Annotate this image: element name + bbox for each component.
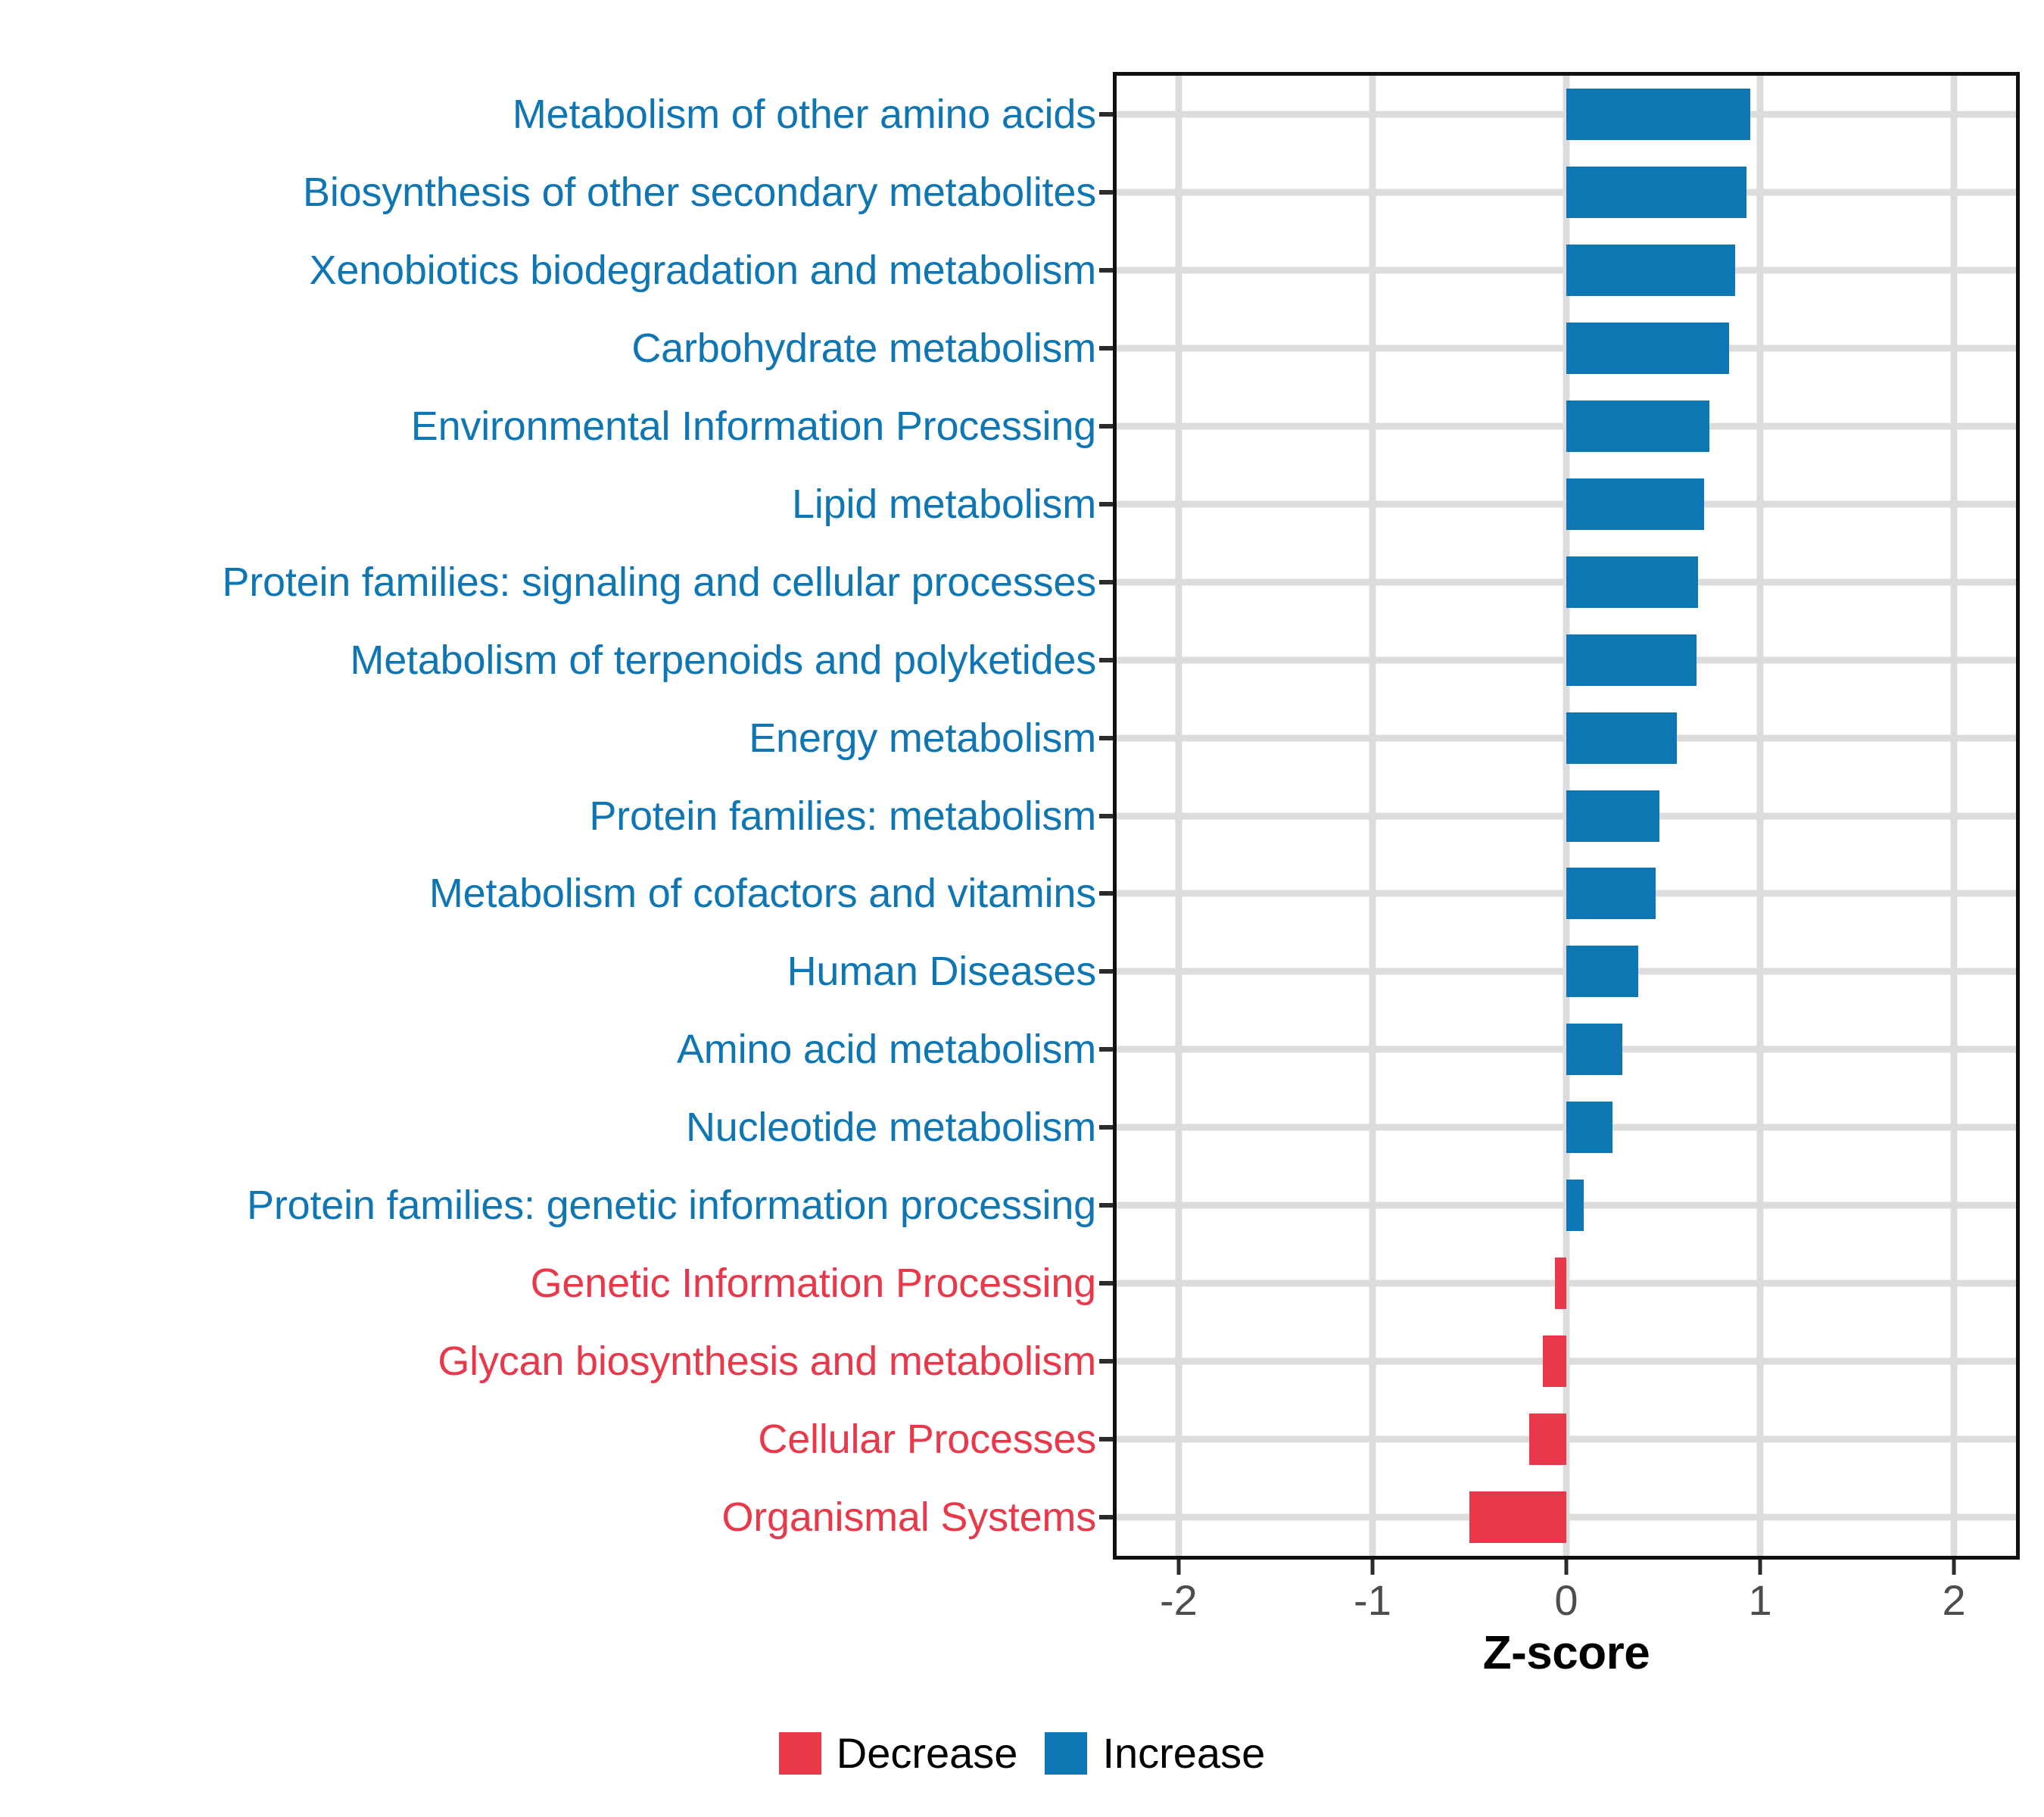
y-axis-tick	[1099, 1125, 1113, 1130]
bar[interactable]	[1554, 1257, 1566, 1309]
x-axis: -2 -1 0 1 2	[1113, 1560, 2020, 1650]
horizontal-gridline	[1117, 1279, 2016, 1287]
y-axis-tick	[1099, 501, 1113, 506]
x-axis-tick	[1370, 1560, 1375, 1575]
bar[interactable]	[1566, 790, 1659, 842]
horizontal-gridline	[1117, 1435, 2016, 1443]
y-axis-label: Xenobiotics biodegradation and metabolis…	[309, 248, 1097, 294]
y-axis-label: Environmental Information Processing	[410, 404, 1096, 450]
bar[interactable]	[1529, 1413, 1566, 1465]
y-axis-label: Metabolism of other amino acids	[512, 92, 1096, 138]
legend-item-increase[interactable]: Increase	[1045, 1732, 1265, 1775]
y-axis-label: Energy metabolism	[749, 715, 1096, 761]
x-axis-title: Z-score	[1482, 1627, 1650, 1679]
bar[interactable]	[1566, 1102, 1613, 1154]
plot-panel	[1113, 72, 2020, 1560]
y-axis-label: Protein families: genetic information pr…	[247, 1182, 1096, 1228]
decrease-swatch-icon	[778, 1732, 821, 1775]
bar[interactable]	[1566, 1179, 1584, 1231]
y-axis-label: Cellular Processes	[758, 1416, 1096, 1462]
y-axis-label: Lipid metabolism	[792, 481, 1096, 527]
legend-label-increase: Increase	[1102, 1729, 1266, 1777]
y-axis-tick	[1099, 112, 1113, 117]
y-axis-category-labels: Metabolism of other amino acids Biosynthe…	[0, 72, 1113, 1560]
x-axis-tick	[1758, 1560, 1762, 1575]
y-axis-tick	[1099, 1202, 1113, 1208]
bar[interactable]	[1566, 89, 1751, 141]
y-axis-tick	[1099, 1514, 1113, 1519]
x-axis-tick	[1176, 1560, 1181, 1575]
y-axis-label: Amino acid metabolism	[676, 1027, 1096, 1073]
x-axis-tick	[1952, 1560, 1956, 1575]
y-axis-label: Carbohydrate metabolism	[631, 326, 1096, 372]
x-axis-tick-label: 0	[1554, 1576, 1578, 1624]
bar[interactable]	[1566, 868, 1656, 920]
y-axis-label: Human Diseases	[787, 949, 1097, 995]
y-axis-tick	[1099, 268, 1113, 273]
y-axis-tick	[1099, 190, 1113, 195]
bar[interactable]	[1566, 1024, 1623, 1076]
bar[interactable]	[1566, 946, 1638, 998]
bar[interactable]	[1566, 167, 1747, 219]
y-axis-label: Biosynthesis of other secondary metaboli…	[303, 170, 1096, 216]
y-axis-label: Metabolism of cofactors and vitamins	[428, 871, 1096, 917]
x-axis-tick	[1564, 1560, 1569, 1575]
y-axis-label: Genetic Information Processing	[530, 1260, 1097, 1306]
x-axis-tick-label: 2	[1942, 1576, 1966, 1624]
bar[interactable]	[1566, 634, 1697, 686]
y-axis-tick	[1099, 657, 1113, 662]
y-axis-tick	[1099, 969, 1113, 974]
bar[interactable]	[1566, 712, 1677, 764]
y-axis-tick	[1099, 1047, 1113, 1052]
horizontal-gridline	[1117, 1357, 2016, 1365]
bar[interactable]	[1469, 1491, 1566, 1543]
legend-label-decrease: Decrease	[836, 1729, 1018, 1777]
bar[interactable]	[1566, 245, 1735, 297]
y-axis-tick	[1099, 891, 1113, 896]
y-axis-tick	[1099, 813, 1113, 818]
y-axis-label: Nucleotide metabolism	[685, 1105, 1096, 1151]
y-axis-tick	[1099, 735, 1113, 740]
y-axis-tick	[1099, 346, 1113, 351]
y-axis-label: Protein families: signaling and cellular…	[222, 559, 1096, 605]
y-axis-label: Protein families: metabolism	[589, 793, 1096, 839]
y-axis-tick	[1099, 579, 1113, 584]
bar[interactable]	[1566, 478, 1704, 530]
y-axis-label: Glycan biosynthesis and metabolism	[438, 1338, 1096, 1384]
x-axis-tick-label: -1	[1354, 1576, 1391, 1624]
horizontal-gridline	[1117, 1513, 2016, 1521]
y-axis-tick	[1099, 424, 1113, 429]
x-axis-tick-label: -2	[1160, 1576, 1198, 1624]
bar[interactable]	[1543, 1335, 1566, 1387]
bar[interactable]	[1566, 400, 1710, 453]
y-axis-label: Metabolism of terpenoids and polyketides	[350, 637, 1096, 683]
plot-area	[1117, 76, 2016, 1556]
legend: Decrease Increase	[0, 1732, 2044, 1775]
legend-item-decrease[interactable]: Decrease	[778, 1729, 1018, 1777]
y-axis-tick	[1099, 1358, 1113, 1364]
increase-swatch-icon	[1045, 1732, 1088, 1775]
y-axis-label: Organismal Systems	[721, 1494, 1096, 1540]
y-axis-tick	[1099, 1280, 1113, 1286]
x-axis-tick-label: 1	[1748, 1576, 1772, 1624]
y-axis-tick	[1099, 1436, 1113, 1441]
bar[interactable]	[1566, 556, 1699, 608]
bar[interactable]	[1566, 323, 1730, 375]
